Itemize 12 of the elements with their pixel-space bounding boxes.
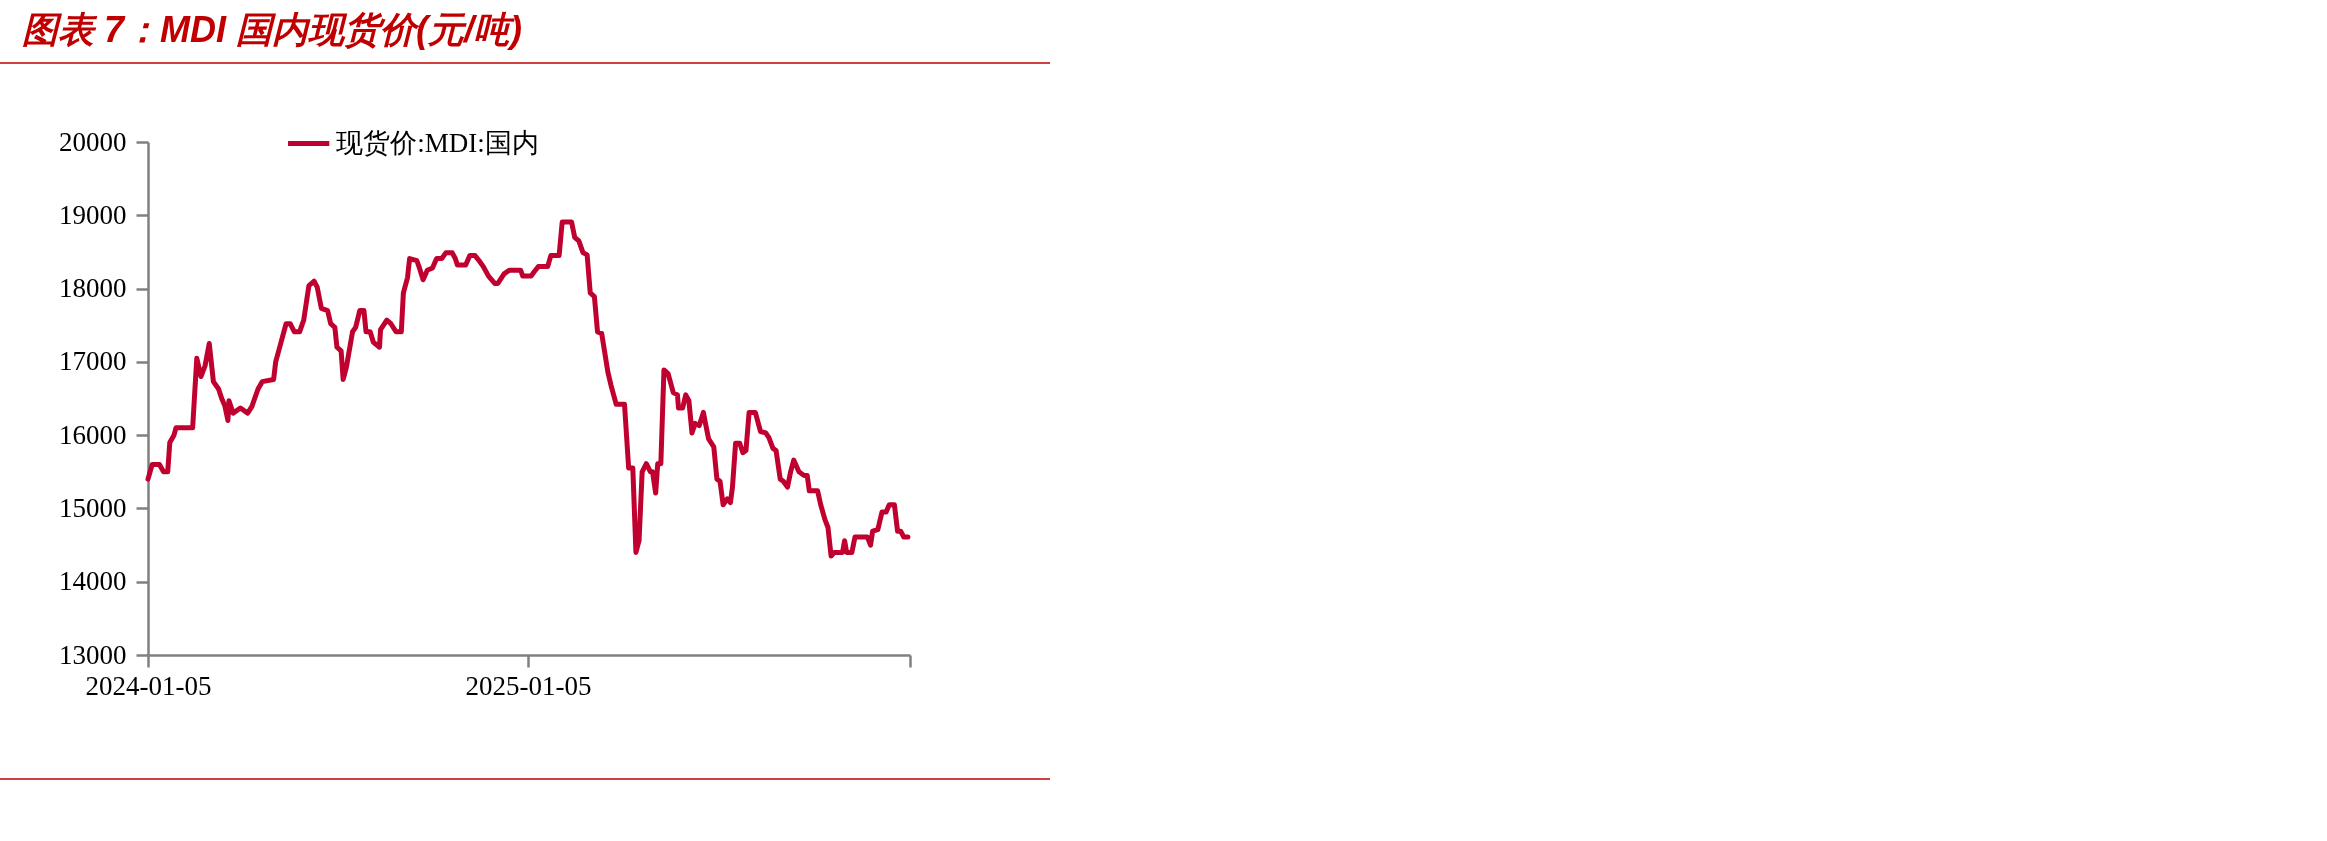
legend-label: 现货价:MDI:国内 <box>336 127 539 158</box>
y-tick-label: 16000 <box>59 419 127 450</box>
x-tick-label: 2025-01-05 <box>465 670 592 701</box>
y-tick-label: 18000 <box>59 273 127 304</box>
y-tick-label: 20000 <box>59 126 127 157</box>
chart-title: 图表 7：MDI 国内现货价(元/吨) <box>22 8 522 52</box>
y-tick-label: 19000 <box>59 199 127 230</box>
y-tick-label: 17000 <box>59 346 127 377</box>
y-tick-label: 14000 <box>59 566 127 597</box>
y-tick-label: 13000 <box>59 639 127 670</box>
x-tick-label: 2024-01-05 <box>85 670 212 701</box>
y-tick-label: 15000 <box>59 492 127 523</box>
